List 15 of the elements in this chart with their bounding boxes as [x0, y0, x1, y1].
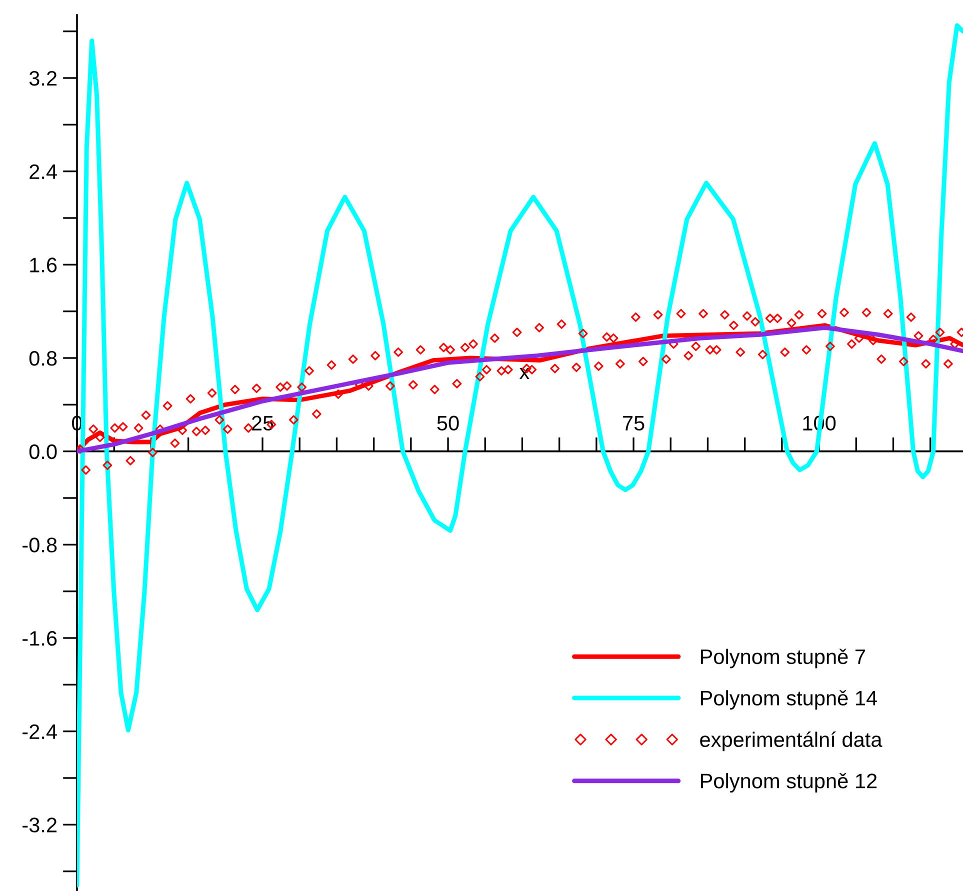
y-tick-label: 3.2: [29, 71, 57, 86]
x-tick-label: 75: [623, 416, 644, 431]
y-tick-label: -2.4: [22, 724, 57, 739]
legend-label: experimentální data: [700, 731, 882, 752]
legend-label: Polynom stupně 12: [700, 773, 877, 792]
y-tick-label: -3.2: [22, 818, 57, 832]
y-tick-label: 0.8: [29, 351, 57, 366]
y-tick-label: -0.8: [22, 538, 57, 552]
legend-label: Polynom stupně 14: [700, 690, 878, 710]
x-tick-label: 50: [437, 416, 459, 431]
y-tick-label: 1.6: [30, 258, 57, 272]
y-tick-label: 0.0: [29, 444, 57, 460]
y-tick-label: 2.4: [30, 164, 57, 179]
legend-label: Polynom stupně 7: [700, 648, 865, 668]
y-tick-label: -1.6: [22, 631, 57, 646]
